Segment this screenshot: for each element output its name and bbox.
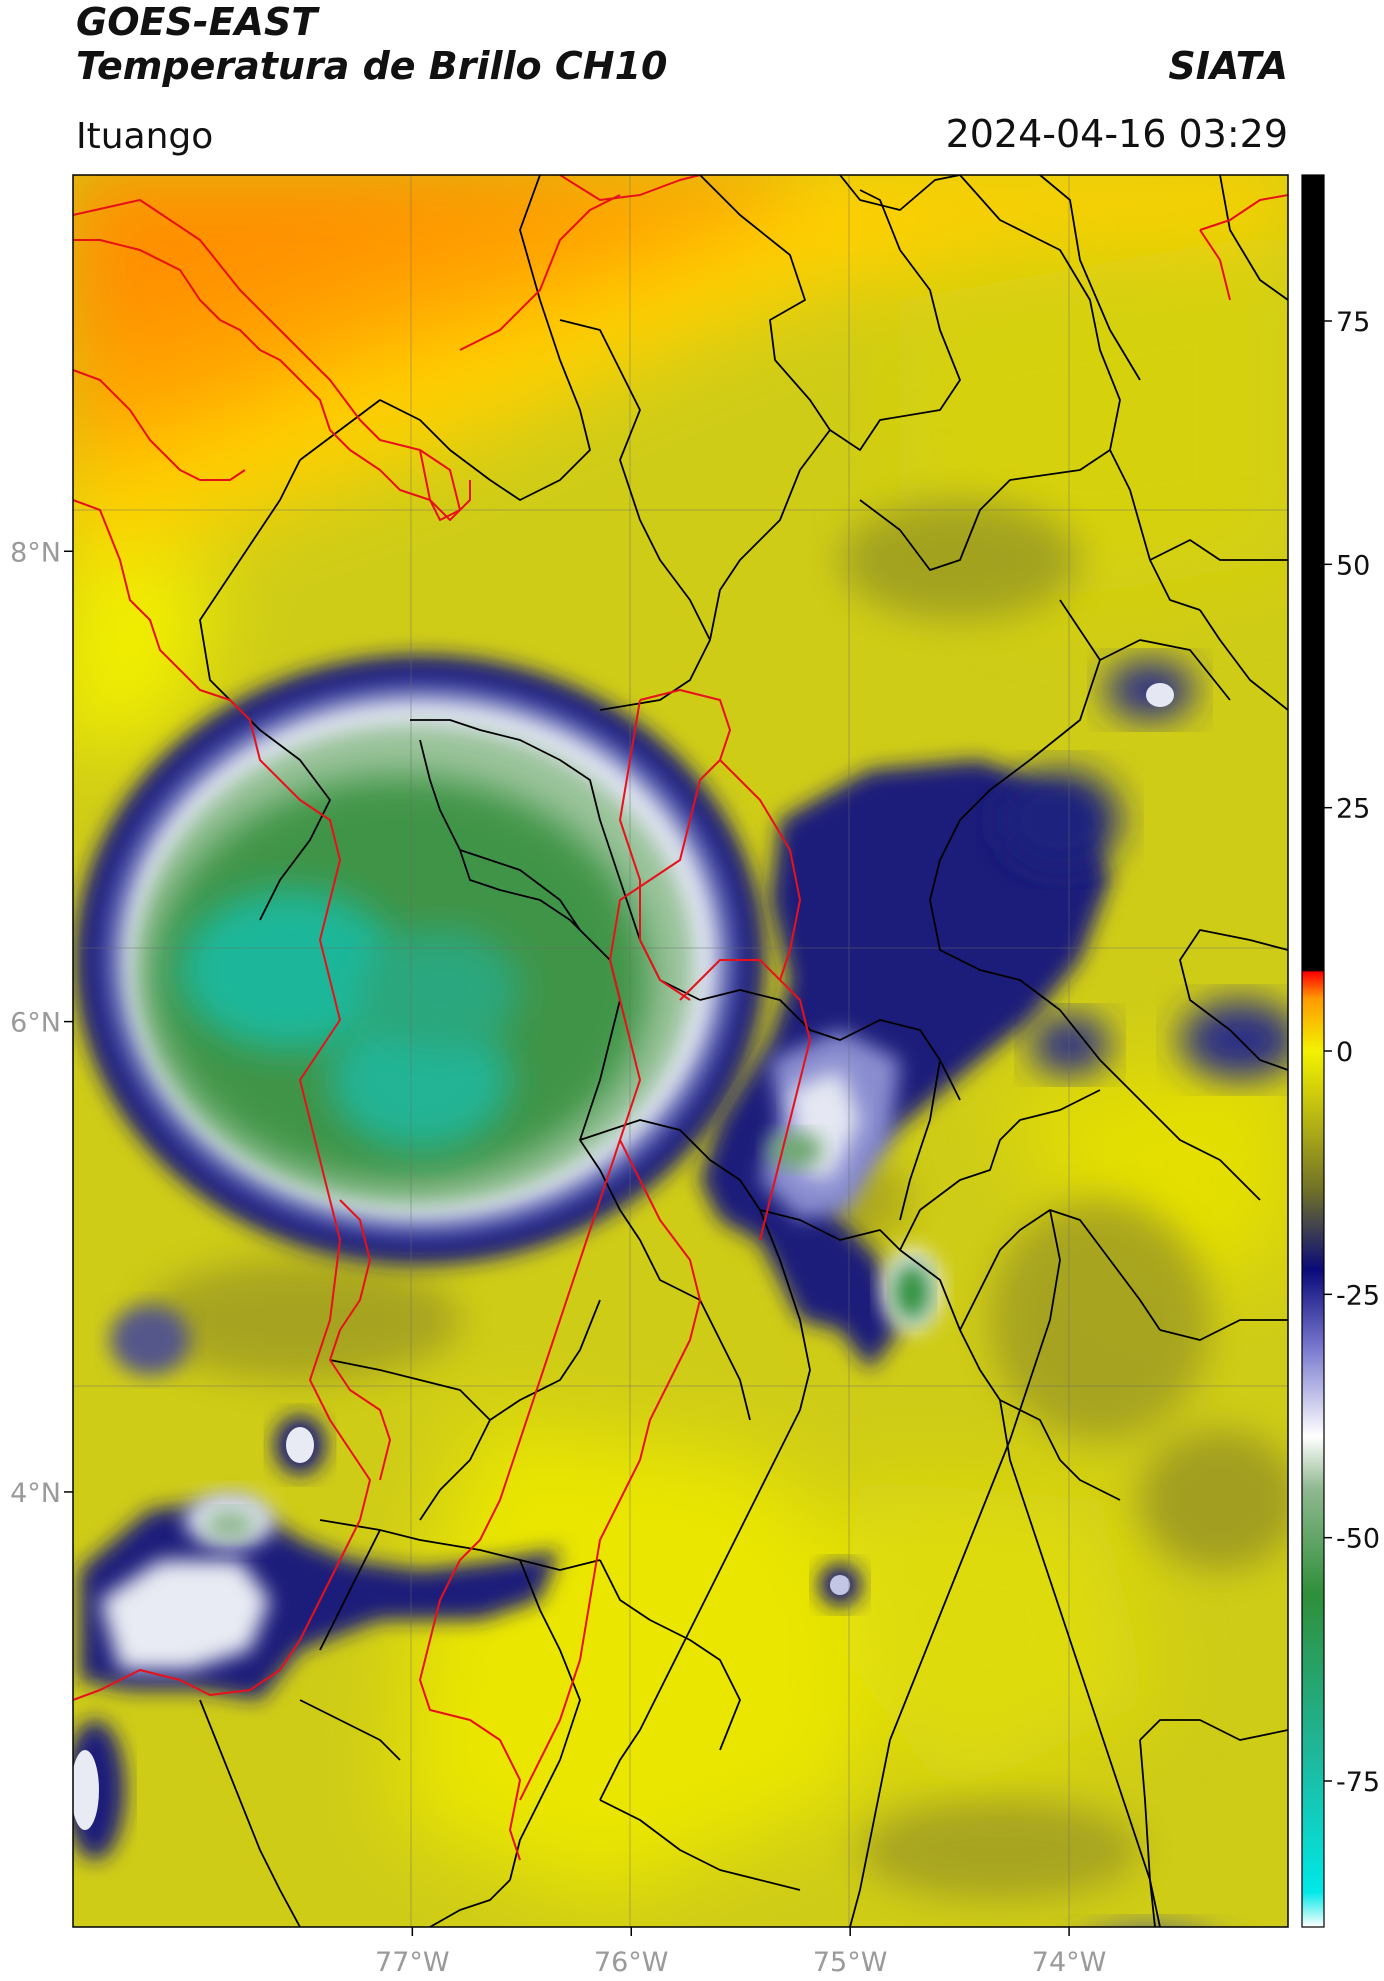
timestamp-label: 2024-04-16 03:29 (945, 112, 1288, 156)
organization-label: SIATA (1168, 44, 1288, 88)
lon-tick-label: 76°W (594, 1947, 669, 1978)
lon-tick-label: 74°W (1032, 1947, 1107, 1978)
longitude-ticks: 77°W 76°W 75°W 74°W (375, 1927, 1106, 1978)
product-title: Temperatura de Brillo CH10 (76, 44, 668, 88)
colorbar-ticks: 75 50 25 0 -25 -50 -75 (1324, 307, 1380, 1798)
colorbar-tick-label: 50 (1336, 550, 1370, 581)
lat-tick-label: 8°N (10, 537, 61, 568)
coastline-and-region-boundaries (73, 175, 1288, 1861)
colorbar-tick-label: -50 (1336, 1524, 1380, 1555)
map-frame (72, 174, 1289, 1928)
colorbar-tick-label: 25 (1336, 794, 1370, 825)
colorbar-tick-label: 75 (1336, 307, 1370, 338)
lat-tick-label: 6°N (10, 1008, 61, 1039)
latitude-ticks: 8°N 6°N 4°N (10, 537, 73, 1509)
lon-tick-label: 77°W (375, 1947, 450, 1978)
lat-tick-label: 4°N (10, 1478, 61, 1509)
colorbar: 75 50 25 0 -25 -50 -75 (1301, 174, 1380, 1928)
lon-tick-label: 75°W (813, 1947, 888, 1978)
admin-boundaries (199, 175, 1288, 1927)
temperature-field (73, 175, 1288, 1927)
colorbar-tick-label: 0 (1336, 1037, 1353, 1068)
graticule (73, 175, 1288, 1927)
colorbar-tick-label: -75 (1336, 1767, 1380, 1798)
colorbar-gradient (1302, 175, 1324, 1927)
site-label: Ituango (76, 116, 214, 157)
satellite-title: GOES-EAST (76, 0, 318, 44)
colorbar-tick-label: -25 (1336, 1280, 1380, 1311)
